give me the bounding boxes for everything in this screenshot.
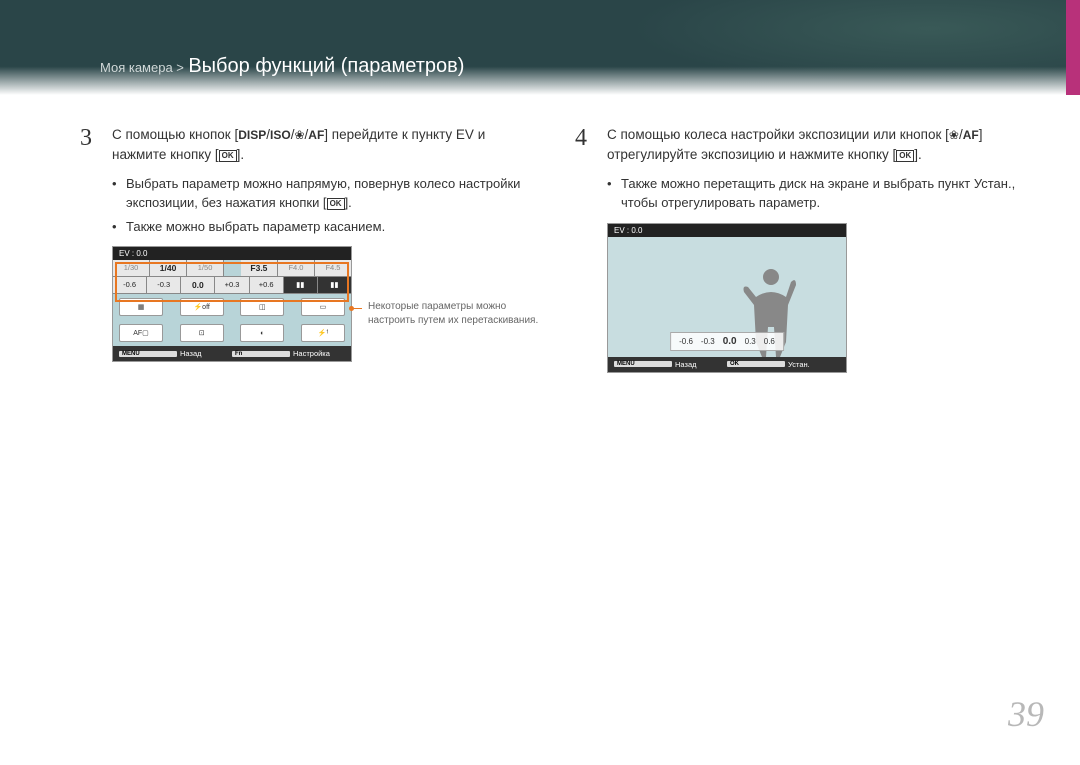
camera-screen-1: EV : 0.0 1/30 1/40 1/50 F3.5 F4.0 F4.5 -… (112, 246, 352, 362)
back-button[interactable]: MENU Назад (119, 349, 232, 358)
ev-scale[interactable]: -0.6 -0.3 0.0 0.3 0.6 (670, 332, 784, 351)
ok-button[interactable]: OK Устан. (727, 360, 840, 369)
step3-bullet-2: Также можно выбрать параметр касанием. (112, 217, 535, 237)
step-3-text: С помощью кнопок [DISP/ISO/❀/AF] перейди… (112, 125, 535, 166)
callout: Некоторые параметры можно настроить путе… (360, 300, 540, 328)
breadcrumb-title: Выбор функций (параметров) (188, 55, 464, 77)
mode-icon-5[interactable]: AF▢ (119, 324, 163, 342)
mode-icon-2[interactable]: ⚡off (180, 298, 224, 316)
mode-icon-3[interactable]: ◫ (240, 298, 284, 316)
page-header: Моя камера > Выбор функций (параметров) (0, 0, 1080, 95)
screen2-title: EV : 0.0 (608, 224, 846, 237)
breadcrumb: Моя камера > Выбор функций (параметров) (100, 55, 464, 78)
screen1-title: EV : 0.0 (113, 247, 351, 260)
macro-icon: ❀ (294, 126, 304, 144)
mode-icon-4[interactable]: ▭ (301, 298, 345, 316)
step-number-4: 4 (575, 125, 595, 166)
ok-icon: OK (896, 150, 914, 162)
iso-key: ISO (270, 128, 291, 142)
macro-icon: ❀ (949, 126, 959, 144)
accent-bar (1066, 0, 1080, 95)
mode-icon-6[interactable]: ⊡ (180, 324, 224, 342)
mode-icon-8[interactable]: ⚡ᶠ (301, 324, 345, 342)
callout-text: Некоторые параметры можно настроить путе… (368, 300, 540, 328)
step4-bullet-1: Также можно перетащить диск на экране и … (607, 174, 1030, 213)
ok-icon: OK (219, 150, 237, 162)
disp-key: DISP (238, 128, 266, 142)
mode-icon-7[interactable]: ◐ (240, 324, 284, 342)
step-4-column: 4 С помощью колеса настройки экспозиции … (575, 125, 1030, 373)
step-4-text: С помощью колеса настройки экспозиции ил… (607, 125, 1030, 166)
breadcrumb-section: Моя камера > (100, 60, 184, 75)
step-number-3: 3 (80, 125, 100, 166)
step3-bullet-1: Выбрать параметр можно напрямую, поверну… (112, 174, 535, 213)
af-key: AF (308, 128, 324, 142)
af-key: AF (963, 128, 979, 142)
step-3-column: 3 С помощью кнопок [DISP/ISO/❀/AF] перей… (80, 125, 535, 373)
page-number: 39 (1008, 693, 1044, 735)
camera-screen-2: EV : 0.0 -0.6 -0.3 0.0 0.3 0.6 MENU Наза… (607, 223, 847, 373)
mode-icon-1[interactable]: ▦ (119, 298, 163, 316)
back-button[interactable]: MENU Назад (614, 360, 727, 369)
ok-icon: OK (327, 198, 345, 210)
set-button[interactable]: Fn Настройка (232, 349, 345, 358)
